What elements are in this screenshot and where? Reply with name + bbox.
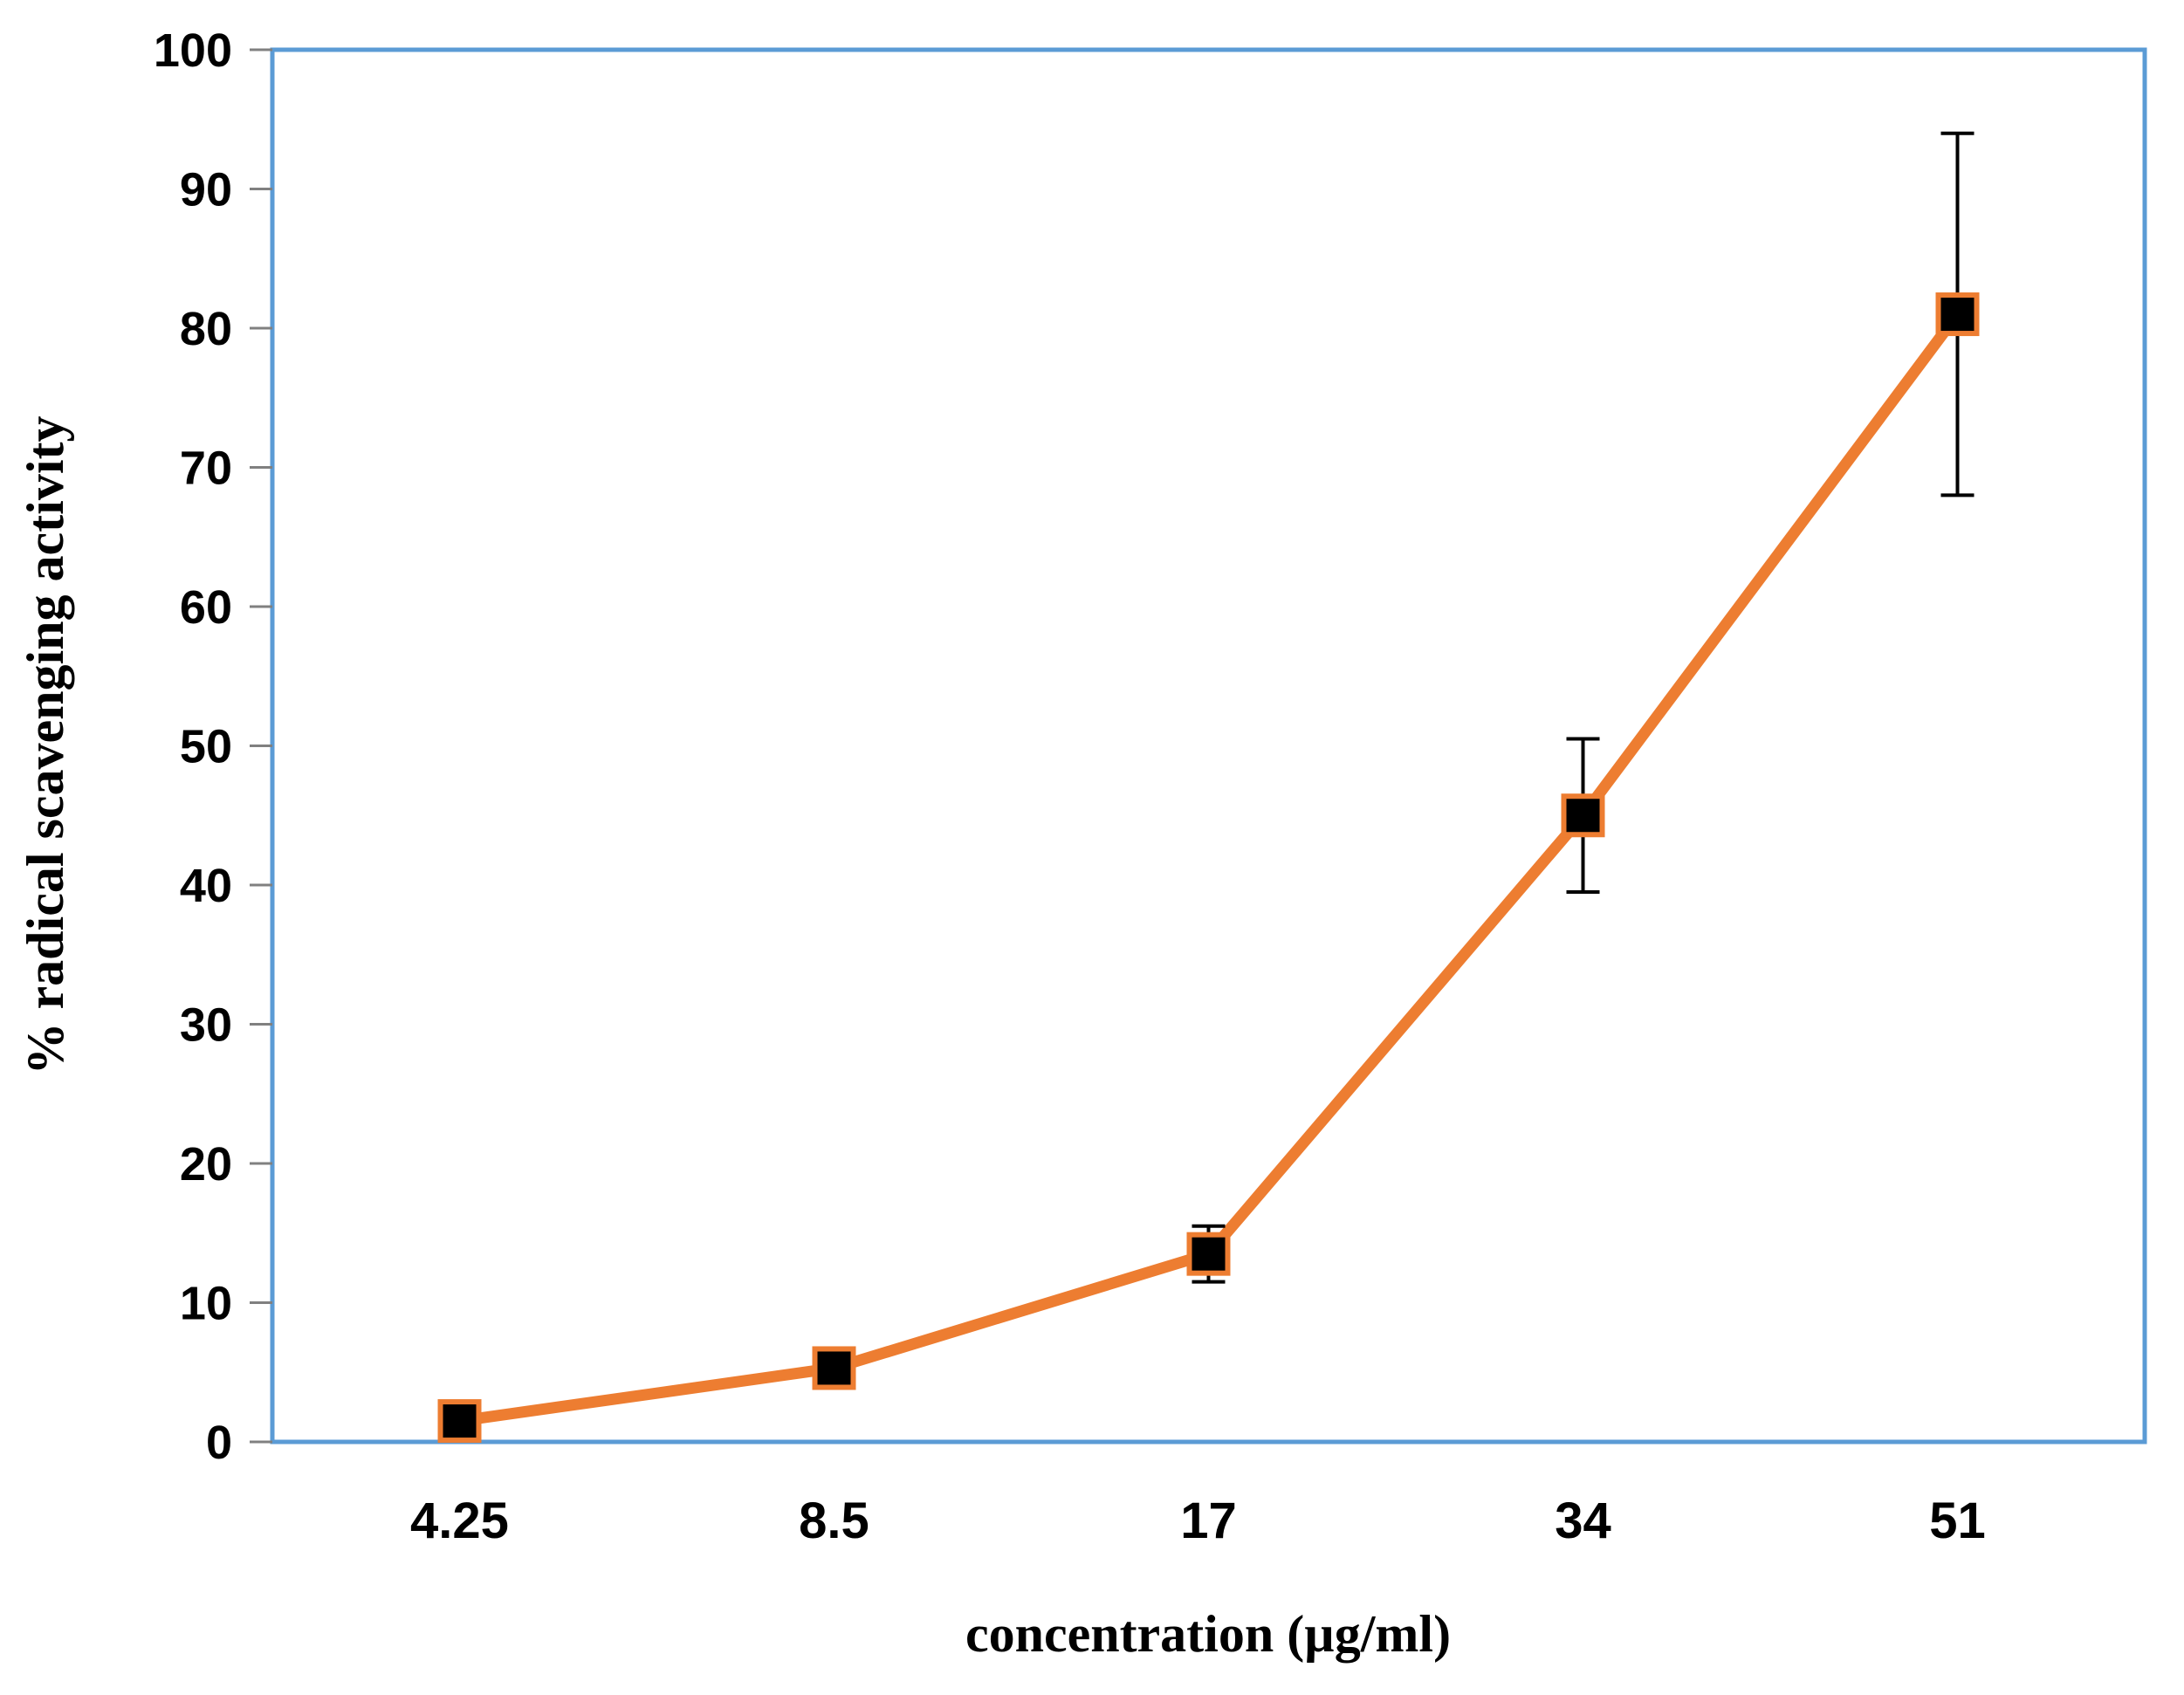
y-axis-tick-label: 60 bbox=[180, 581, 232, 634]
data-point-marker bbox=[1935, 292, 1980, 337]
y-axis-tick-label: 30 bbox=[180, 999, 232, 1052]
data-point-marker bbox=[1186, 1232, 1231, 1276]
x-axis-tick-label: 8.5 bbox=[799, 1493, 869, 1549]
x-axis-tick-label: 17 bbox=[1180, 1493, 1237, 1549]
y-axis-tick-label: 0 bbox=[206, 1417, 232, 1469]
x-axis-tick-label: 51 bbox=[1929, 1493, 1986, 1549]
x-axis-title: concentration (µg/ml) bbox=[965, 1605, 1451, 1663]
y-axis-tick-label: 10 bbox=[180, 1278, 232, 1330]
y-axis-tick-label: 20 bbox=[180, 1138, 232, 1191]
y-axis-tick-label: 50 bbox=[180, 721, 232, 773]
y-axis-tick-label: 40 bbox=[180, 860, 232, 912]
data-point-marker bbox=[437, 1399, 482, 1444]
y-axis-tick-label: 80 bbox=[180, 303, 232, 355]
y-axis-tick-label: 100 bbox=[154, 24, 232, 77]
y-axis-tick-label: 70 bbox=[180, 443, 232, 495]
y-axis-title: % radical scavenging activity bbox=[17, 416, 74, 1075]
x-axis-tick-label: 4.25 bbox=[410, 1493, 509, 1549]
data-point-marker bbox=[812, 1346, 856, 1390]
y-axis-tick-label: 90 bbox=[180, 164, 232, 216]
data-point-marker bbox=[1561, 793, 1605, 838]
x-axis-tick-label: 34 bbox=[1555, 1493, 1611, 1549]
